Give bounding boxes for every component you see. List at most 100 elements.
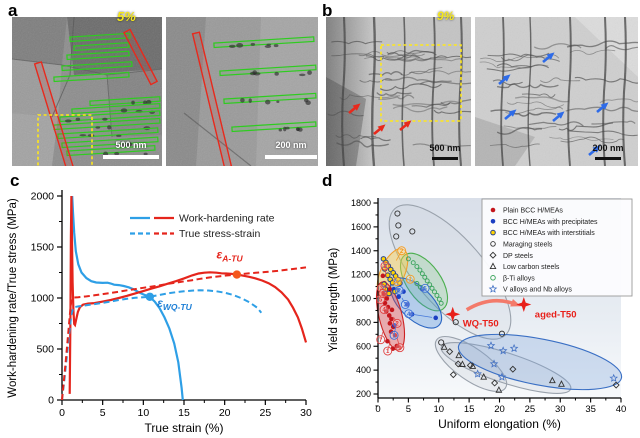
numbered-alloy-label: 2 — [394, 285, 404, 295]
y-axis-label: Work-hardening rate/True stress (MPa) — [7, 198, 19, 398]
numbered-alloy-label: 3 — [376, 283, 386, 293]
legend-label: Maraging steels — [503, 242, 553, 249]
x-tick-label: 0 — [59, 407, 65, 419]
legend-label: β-Ti alloys — [503, 275, 535, 282]
x-tick-label: 30 — [555, 404, 566, 415]
y-tick-label: 2000 — [31, 191, 55, 203]
dislocation-row-box — [61, 136, 159, 149]
svg-text:2: 2 — [395, 322, 399, 328]
x-tick-label: 30 — [300, 407, 312, 419]
svg-text:8: 8 — [383, 264, 387, 270]
x-tick-label: 10 — [137, 407, 149, 419]
series-maraging-steels — [393, 210, 505, 346]
necking-point-marker — [232, 270, 242, 279]
numbered-alloy-label: 9 — [395, 338, 405, 353]
y-tick-label: 1800 — [351, 198, 371, 208]
y-tick-label: 1000 — [351, 294, 371, 304]
numbered-alloy-label: 1 — [405, 274, 415, 284]
svg-text:6: 6 — [381, 292, 385, 298]
legend-label: True stress-strain — [179, 228, 260, 240]
panel-d-scatter-chart: 0 5 10 15 20 25 30 35 40200400600800100012001400… — [328, 198, 633, 431]
slip-band-marker — [122, 28, 159, 86]
y-tick-label: 0 — [48, 395, 54, 407]
svg-text:3: 3 — [404, 303, 408, 309]
y-tick-label: 1200 — [351, 270, 371, 280]
svg-text:4: 4 — [407, 312, 411, 318]
dp-steels-region — [434, 336, 508, 392]
y-tick-label: 400 — [356, 365, 371, 375]
zoom-region-box — [380, 44, 462, 122]
numbered-alloy-label: 5 — [420, 283, 430, 293]
scale-bar-label: 500 nm — [429, 143, 461, 153]
numbered-alloy-label: 4 — [404, 309, 433, 319]
x-tick-label: 10 — [433, 404, 444, 415]
svg-text:5: 5 — [379, 298, 383, 304]
dislocation-row-box — [223, 92, 317, 105]
svg-text:5: 5 — [423, 287, 427, 293]
this-work-label: aged-T50 — [535, 309, 577, 320]
svg-text:4: 4 — [395, 280, 399, 286]
numbered-alloy-label: 6 — [378, 289, 388, 298]
x-tick-label: 35 — [585, 404, 596, 415]
legend-label: Work-hardening rate — [179, 213, 275, 225]
x-tick-label: 20 — [219, 407, 231, 419]
legend-label: V alloys and Nb alloys — [503, 287, 572, 294]
svg-text:9: 9 — [398, 346, 402, 352]
panel-c-label: c — [10, 171, 20, 190]
annotation-arrow — [552, 111, 565, 122]
x-tick-label: 15 — [178, 407, 190, 419]
panel-b-tem-image-200nm — [475, 17, 638, 166]
legend-label: BCC H/MEAs with precipitates — [503, 219, 598, 226]
y-axis-label: Yield strength (MPa) — [328, 248, 340, 353]
x-tick-label: 5 — [100, 407, 106, 419]
annotation-arrow — [542, 52, 555, 63]
svg-text:4: 4 — [382, 308, 386, 314]
dislocation-row-box — [61, 61, 133, 72]
legend-label: BCC H/MEAs with interstitials — [503, 230, 595, 237]
slip-band-marker — [191, 31, 233, 166]
this-work-star-marker — [516, 296, 532, 312]
maraging-steels-region — [388, 204, 512, 340]
numbered-alloy-label: 4 — [379, 305, 389, 314]
scale-bar — [595, 157, 621, 160]
y-tick-label: 200 — [356, 389, 371, 399]
necking-point-marker — [145, 292, 155, 301]
x-tick-label: 25 — [259, 407, 271, 419]
numbered-alloy-label: 8 — [380, 261, 390, 278]
dislocation-row-box — [73, 42, 130, 52]
series-aged-work-hardening-rate — [68, 195, 308, 394]
svg-text:2: 2 — [398, 289, 402, 295]
y-tick-label: 500 — [36, 344, 54, 356]
legend: Plain BCC H/MEAs BCC H/MEAs with precipit… — [481, 198, 633, 297]
numbered-alloy-label: 1 — [389, 326, 399, 340]
axes: 0 5 10 15 20 25 30 35 40200400600800100012001400… — [351, 198, 626, 415]
panel-a-label: a — [8, 1, 18, 20]
x-tick-label: 15 — [464, 404, 475, 415]
svg-text:7: 7 — [379, 338, 383, 344]
numbered-alloy-label: 4 — [392, 277, 402, 287]
scale-bar — [265, 155, 317, 159]
epsilon-annotation: εWQ-TU — [157, 296, 192, 312]
strain-label-5pct: 5% — [117, 9, 136, 24]
annotation-arrow — [504, 109, 517, 120]
panel-c-line-chart: 0 5 10 15 20 25 30 0 500 1000 1500 2000 True strain … — [7, 190, 312, 435]
x-axis-label: Uniform elongation (%) — [438, 417, 561, 431]
strain-label-9pct: 9% — [437, 9, 455, 23]
scale-bar-label: 200 nm — [592, 143, 624, 153]
dislocation-row-box — [66, 144, 156, 157]
legend-label: Low carbon steels — [503, 264, 560, 271]
annotation-arrow — [373, 124, 386, 135]
numbered-alloy-label: 2 — [395, 246, 407, 261]
svg-text:3: 3 — [380, 286, 384, 292]
scale-bar-label: 500 nm — [115, 140, 147, 150]
dislocation-row-box — [53, 71, 130, 83]
dislocation-row-box — [231, 121, 317, 133]
x-tick-label: 5 — [406, 404, 411, 415]
legend-label: DP steels — [503, 253, 533, 260]
x-tick-label: 20 — [494, 404, 505, 415]
numbered-alloy-label: 7 — [376, 331, 386, 345]
x-tick-label: 40 — [616, 404, 627, 415]
svg-text:1: 1 — [409, 277, 413, 283]
x-tick-label: 0 — [375, 404, 380, 415]
